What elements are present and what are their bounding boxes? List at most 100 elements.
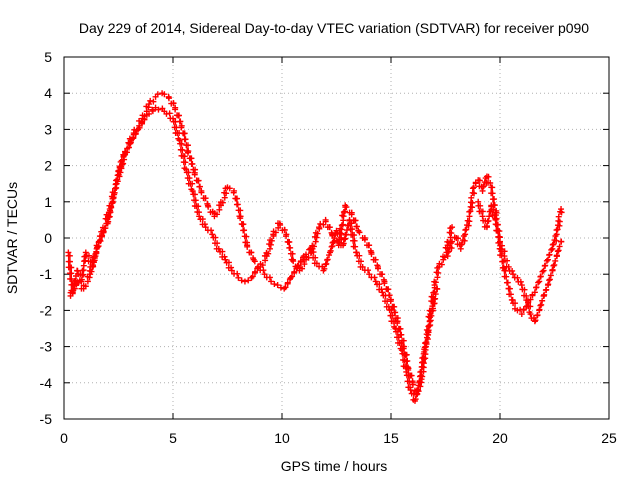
data-point-fill: [155, 106, 162, 113]
data-point-fill: [553, 227, 560, 234]
data-point-fill: [365, 242, 372, 249]
data-point-fill: [423, 340, 430, 347]
data-point-fill: [417, 383, 424, 390]
y-tick-label: 0: [44, 230, 52, 246]
data-point-fill: [237, 207, 244, 214]
data-point-fill: [212, 234, 219, 241]
data-point: [449, 224, 456, 231]
y-tick-label: -1: [40, 266, 53, 282]
data-point-fill: [320, 221, 327, 228]
data-points: [65, 90, 565, 404]
data-point-fill: [225, 259, 232, 266]
data-point-fill: [338, 222, 345, 229]
data-point-fill: [445, 248, 452, 255]
data-point-fill: [205, 203, 212, 210]
data-point-fill: [441, 254, 448, 261]
data-point: [531, 289, 538, 296]
data-point-fill: [351, 217, 358, 224]
data-point-fill: [154, 91, 161, 98]
data-point-fill: [123, 149, 130, 156]
y-tick-label: 3: [44, 121, 52, 137]
data-point-fill: [112, 185, 119, 192]
data-point-fill: [184, 142, 191, 149]
data-point-fill: [551, 261, 558, 268]
data-point-fill: [549, 266, 556, 273]
data-point-fill: [312, 238, 319, 245]
data-point-fill: [409, 381, 416, 388]
data-point-fill: [391, 309, 398, 316]
data-point-fill: [186, 175, 193, 182]
data-point-fill: [239, 221, 246, 228]
data-point-fill: [555, 247, 562, 254]
y-tick-label: -3: [40, 339, 53, 355]
data-point-fill: [434, 274, 441, 281]
data-point-fill: [396, 325, 403, 332]
data-point-fill: [535, 279, 542, 286]
data-point-fill: [532, 317, 539, 324]
data-point-fill: [79, 267, 86, 274]
data-point: [146, 101, 153, 108]
data-point-fill: [489, 184, 496, 191]
data-point: [359, 263, 366, 270]
data-point-fill: [432, 279, 439, 286]
data-point-fill: [121, 156, 128, 163]
x-tick-label: 15: [383, 430, 399, 446]
data-point-fill: [299, 265, 306, 272]
data-point-fill: [326, 224, 333, 231]
data-point-fill: [281, 226, 288, 233]
data-point-fill: [356, 229, 363, 236]
data-point-fill: [400, 337, 407, 344]
data-point-fill: [468, 194, 475, 201]
data-point-fill: [214, 211, 221, 218]
data-point: [510, 271, 517, 278]
data-point-fill: [329, 232, 336, 239]
data-point-fill: [314, 230, 321, 237]
data-point-fill: [349, 226, 356, 233]
data-point-fill: [351, 237, 358, 244]
data-point-fill: [336, 239, 343, 246]
data-point-fill: [553, 237, 560, 244]
data-point-fill: [529, 292, 536, 299]
chart-title: Day 229 of 2014, Sidereal Day-to-day VTE…: [79, 20, 589, 36]
data-point-fill: [165, 95, 172, 102]
data-point-fill: [85, 252, 92, 259]
data-point-fill: [191, 171, 198, 178]
y-tick-label: -2: [40, 302, 53, 318]
data-point: [527, 311, 534, 318]
data-point-fill: [68, 264, 75, 271]
data-point-fill: [191, 191, 198, 198]
data-point-fill: [90, 259, 97, 266]
data-point-fill: [68, 270, 75, 277]
x-tick-label: 0: [60, 430, 68, 446]
data-point-fill: [445, 249, 452, 256]
data-point: [287, 274, 294, 281]
data-point-fill: [509, 267, 516, 274]
data-point-fill: [324, 257, 331, 264]
data-point-fill: [312, 254, 319, 261]
data-point-fill: [101, 225, 108, 232]
data-point-fill: [182, 159, 189, 166]
data-point-fill: [546, 277, 553, 284]
data-point-fill: [542, 287, 549, 294]
data-point-fill: [534, 312, 541, 319]
data-point-fill: [249, 273, 256, 280]
data-point-fill: [161, 91, 168, 98]
data-point-fill: [66, 252, 73, 259]
data-point-fill: [407, 372, 414, 379]
data-point-fill: [415, 388, 422, 395]
data-point-fill: [490, 206, 497, 213]
data-point-fill: [348, 220, 355, 227]
data-point-fill: [480, 183, 487, 190]
data-point-fill: [353, 223, 360, 230]
data-point-fill: [536, 306, 543, 313]
data-point-fill: [166, 110, 173, 117]
data-point-fill: [503, 279, 510, 286]
data-point-fill: [498, 242, 505, 249]
data-point-fill: [109, 198, 116, 205]
data-point-fill: [313, 234, 320, 241]
data-point-fill: [226, 185, 233, 192]
data-point-fill: [397, 331, 404, 338]
data-point-fill: [221, 253, 228, 260]
data-point-fill: [95, 243, 102, 250]
data-point-fill: [284, 280, 291, 287]
